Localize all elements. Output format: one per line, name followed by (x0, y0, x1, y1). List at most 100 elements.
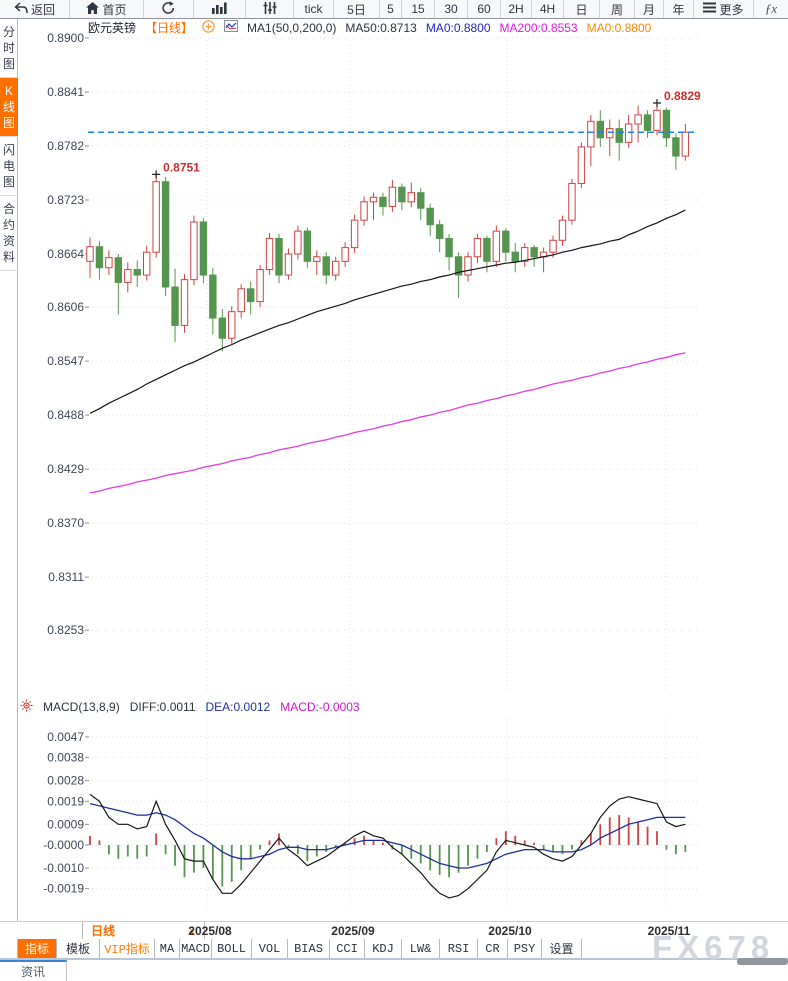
candle (379, 192, 387, 216)
ma-settings: MA1(50,0,200,0) (247, 20, 337, 35)
tab-cr[interactable]: CR (478, 939, 508, 958)
bars-icon (212, 2, 227, 17)
mini-chart-icon[interactable] (224, 20, 239, 35)
candle (653, 102, 661, 136)
toolbar-item-label: 4H (539, 2, 556, 16)
back-button[interactable]: 返回 (0, 0, 70, 18)
macd-dea-value: DEA:0.0012 (205, 699, 271, 714)
candle (275, 233, 283, 284)
candle (454, 252, 463, 298)
price-axis-label: 0.8782 (47, 139, 84, 153)
horizontal-scrollbar-thumb[interactable] (737, 958, 788, 965)
candle (634, 105, 642, 143)
candle (133, 260, 141, 287)
toolbar-item-label: 5 (387, 2, 394, 16)
candle (464, 252, 472, 282)
sidebar-item-kline-chart[interactable]: K线图 (0, 78, 18, 137)
tab-kdj[interactable]: KDJ (365, 939, 402, 958)
sidebar-item-lightning-chart[interactable]: 闪电图 (0, 137, 18, 196)
news-tab[interactable]: 资讯 (0, 960, 67, 981)
tab-boll[interactable]: BOLL (212, 939, 252, 958)
candle (398, 183, 406, 211)
candle (624, 114, 633, 148)
candle (568, 178, 576, 225)
tab-ma[interactable]: MA (155, 939, 180, 958)
candle (341, 242, 349, 267)
sidebar-item-time-chart[interactable]: 分时图 (0, 19, 18, 78)
tab-bias[interactable]: BIAS (288, 939, 330, 958)
ma200-line (89, 352, 686, 494)
macd-axis-label: 0.0009 (47, 817, 84, 831)
period-5-button[interactable]: 5 (380, 0, 402, 18)
period-day-button[interactable]: 日 (564, 0, 600, 18)
candle (105, 250, 113, 276)
candle (606, 119, 614, 157)
price-annotation: 0.8829 (664, 89, 701, 103)
period-week-button[interactable]: 周 (600, 0, 635, 18)
fx-button[interactable]: ƒx (754, 0, 788, 18)
tab-settings[interactable]: 设置 (542, 939, 582, 958)
candle (180, 274, 189, 333)
price-axis-label: 0.8547 (47, 354, 84, 368)
menu-icon (703, 2, 717, 16)
candle (369, 192, 378, 221)
candle (426, 203, 434, 236)
period-15-button[interactable]: 15 (402, 0, 435, 18)
period-5d-button[interactable]: 5日 (334, 0, 380, 18)
candle (558, 215, 567, 246)
candle (143, 245, 151, 281)
tab-psy[interactable]: PSY (508, 939, 542, 958)
candle (596, 110, 604, 147)
sidebar-item-contract-info[interactable]: 合约资料 (0, 196, 18, 271)
bar-chart-button[interactable] (194, 0, 246, 18)
refresh-button[interactable] (144, 0, 194, 18)
macd-axis-label: 0.0028 (47, 774, 84, 788)
period-30-button[interactable]: 30 (435, 0, 468, 18)
period-4h-button[interactable]: 4H (532, 0, 564, 18)
tab-lw[interactable]: LW& (402, 939, 440, 958)
period-month-button[interactable]: 月 (635, 0, 664, 18)
toolbar-item-label: ƒx (764, 1, 778, 16)
price-axis-label: 0.8311 (48, 570, 84, 584)
toolbar-item-label: 30 (444, 2, 458, 16)
macd-diff-value: DIFF:0.0011 (129, 699, 196, 714)
price-axis-label: 0.8429 (47, 462, 84, 476)
candle (615, 119, 623, 161)
home-button[interactable]: 首页 (70, 0, 144, 18)
tab-vol[interactable]: VOL (252, 939, 288, 958)
candle (86, 237, 94, 278)
period-2h-button[interactable]: 2H (501, 0, 532, 18)
macd-lines-layer (89, 793, 686, 899)
macd-histogram-layer (89, 815, 687, 887)
add-indicator-icon[interactable] (202, 19, 215, 36)
tab-indicators[interactable]: 指标 (18, 939, 57, 958)
period-60-button[interactable]: 60 (468, 0, 501, 18)
sun-icon[interactable] (20, 699, 33, 715)
tab-cci[interactable]: CCI (330, 939, 365, 958)
tab-templates[interactable]: 模板 (57, 939, 100, 958)
candle (124, 262, 132, 293)
candle (246, 281, 255, 315)
indicator-chart-button[interactable] (246, 0, 294, 18)
candle (521, 243, 529, 267)
back-icon (14, 1, 28, 17)
tab-vip-indicators[interactable]: VIP指标 (100, 939, 155, 958)
price-axis-label: 0.8488 (47, 408, 84, 422)
period-selector[interactable]: 日线 ▲ (82, 922, 205, 939)
candle (209, 267, 217, 335)
period-year-button[interactable]: 年 (664, 0, 694, 18)
candle (294, 225, 302, 260)
peak-cross-marker (653, 98, 661, 107)
tab-macd[interactable]: MACD (180, 939, 212, 958)
tab-rsi[interactable]: RSI (440, 939, 478, 958)
more-button[interactable]: 更多 (694, 0, 754, 18)
candle (95, 241, 104, 280)
toolbar-item-label: 返回 (30, 2, 55, 17)
x-axis-month-label: 2025/09 (331, 924, 375, 938)
candle (190, 215, 198, 286)
toolbar-item-label: tick (304, 2, 323, 16)
peak-cross-marker (152, 170, 161, 179)
candle (237, 284, 245, 319)
tick-period-button[interactable]: tick (294, 0, 334, 18)
